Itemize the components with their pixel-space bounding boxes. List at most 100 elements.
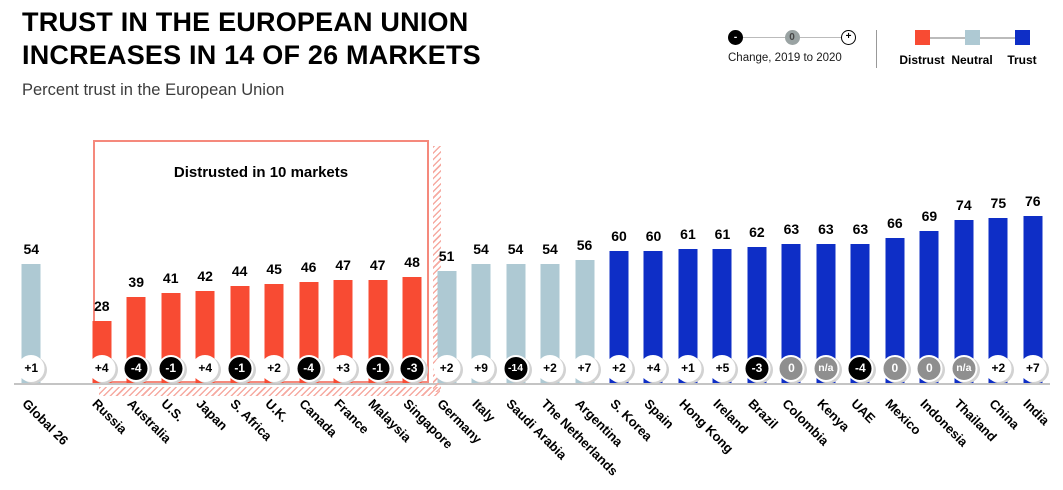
bar-value-label: 61 <box>680 225 696 242</box>
bar <box>21 264 41 383</box>
change-badge: 0 <box>881 355 909 382</box>
bar-value-label: 28 <box>93 298 110 315</box>
legend-change-scale: - 0 + <box>728 30 856 45</box>
distrusted-markets-label: Distrusted in 10 markets <box>173 164 349 181</box>
legend-label: Neutral <box>951 53 993 67</box>
change-badge: +4 <box>639 355 667 382</box>
change-badge: n/a <box>812 355 840 382</box>
page-title-line2: INCREASES IN 14 OF 26 MARKETS <box>22 39 481 70</box>
legend-item-trust: Trust <box>997 30 1047 67</box>
bar <box>678 248 698 383</box>
bar-column: 51 +2 Germany <box>429 135 485 446</box>
legend-swatch <box>964 30 980 45</box>
bar-column: 47 -1 Malaysia <box>360 135 415 445</box>
change-badge: -4 <box>122 355 150 382</box>
bar-column: 60 +4 Spain <box>636 135 677 432</box>
legend-connector-line <box>743 36 785 39</box>
change-badge: -3 <box>398 355 426 382</box>
change-badge: +2 <box>984 355 1012 382</box>
bar-value-label: 60 <box>645 228 662 244</box>
bar-value-label: 54 <box>23 241 40 258</box>
change-badge: +7 <box>1019 355 1047 382</box>
bar-value-label: 61 <box>714 225 731 242</box>
change-badge: -3 <box>743 355 771 382</box>
change-badge: +2 <box>605 355 633 382</box>
bar-value-label: 47 <box>335 256 351 273</box>
bar-column: 42 +4 Japan <box>188 135 230 433</box>
bar <box>575 259 594 383</box>
bar-columns: 54 +1 Global 26 28 +4 Russia 39 -4 Australia 41 -1… <box>14 135 1053 479</box>
bar-column: 45 +2 U.K. <box>257 135 291 425</box>
bar-column: 44 -1 S. Africa <box>222 135 275 444</box>
bar-value-label: 39 <box>128 274 144 291</box>
bar <box>1023 215 1043 383</box>
bar-value-label: 60 <box>611 228 627 244</box>
bar-value-label: 63 <box>818 221 834 238</box>
change-badge: +1 <box>674 355 702 382</box>
change-badge: -1 <box>226 355 254 382</box>
bar-value-label: 41 <box>162 269 179 286</box>
legend-item-neutral: Neutral <box>947 30 997 67</box>
change-badge: +3 <box>329 355 357 382</box>
bar-column: 66 0 Mexico <box>878 135 925 438</box>
bar-value-label: 62 <box>749 223 765 240</box>
bar-column: 54 +9 Italy <box>464 135 498 425</box>
bar-value-label: 46 <box>300 258 317 275</box>
change-badge: -1 <box>157 355 185 382</box>
bar-column: 56 +7 Argentina <box>567 135 626 450</box>
bar-value-label: 47 <box>369 256 386 273</box>
bar-column: 61 +1 Hong Kong <box>671 135 736 456</box>
bar <box>747 246 767 383</box>
legend-label: Distrust <box>899 53 945 67</box>
bar <box>643 251 663 383</box>
change-badge: +4 <box>191 355 219 382</box>
legend-label: Trust <box>1007 53 1037 67</box>
bar-column: 75 +2 China <box>981 135 1022 432</box>
bar-column: 76 +7 India <box>1016 135 1053 428</box>
bar <box>609 251 629 383</box>
x-axis-label: Italy <box>469 396 499 426</box>
change-badge: -4 <box>846 355 874 382</box>
bar <box>540 264 560 383</box>
bar-value-label: 63 <box>783 221 800 238</box>
legend-item-distrust: Distrust <box>897 30 947 67</box>
change-badge: +9 <box>467 355 495 382</box>
bar <box>781 244 801 383</box>
bar <box>816 244 836 383</box>
bar <box>437 270 457 383</box>
x-axis-label: India <box>1020 396 1053 429</box>
x-axis-label: Mexico <box>882 396 925 438</box>
x-axis-label: U.K. <box>262 396 292 425</box>
bar-value-label: 54 <box>507 241 524 258</box>
x-axis-label: UAE <box>848 396 879 427</box>
bar-column: 60 +2 S. Korea <box>602 135 655 444</box>
change-badge: -4 <box>295 355 323 382</box>
bar-column: 54 +2 The Netherlands <box>533 135 621 479</box>
bar <box>954 220 974 383</box>
bar-value-label: 76 <box>1025 192 1041 209</box>
bar-column: 62 -3 Brazil <box>740 135 781 432</box>
legend-change-caption: Change, 2019 to 2020 <box>728 52 842 64</box>
bar-column: 41 -1 U.S. <box>153 135 187 424</box>
bar-value-label: 66 <box>887 214 903 231</box>
bar-column: 63 -4 UAE <box>843 135 878 426</box>
bar-value-label: 48 <box>404 254 420 271</box>
bar-value-label: 44 <box>231 263 248 280</box>
bar <box>471 264 491 383</box>
change-zero-icon: 0 <box>784 30 800 45</box>
change-badge: +5 <box>708 355 736 382</box>
legend-swatch <box>914 30 930 45</box>
bar-value-label: 54 <box>473 241 489 258</box>
x-axis-label: Russia <box>89 396 131 437</box>
bar-column: 28 +4 Russia <box>84 135 130 437</box>
change-badge: +2 <box>433 355 461 382</box>
change-badge: +4 <box>88 355 116 382</box>
change-badge: +2 <box>536 355 564 382</box>
page-title-line1: TRUST IN THE EUROPEAN UNION <box>22 7 469 37</box>
change-badge: 0 <box>915 355 943 382</box>
bar-value-label: 54 <box>542 241 558 258</box>
legend-connector-line <box>799 36 841 39</box>
bar-column: 54 +1 Global 26 <box>14 135 71 448</box>
bar <box>988 218 1008 383</box>
